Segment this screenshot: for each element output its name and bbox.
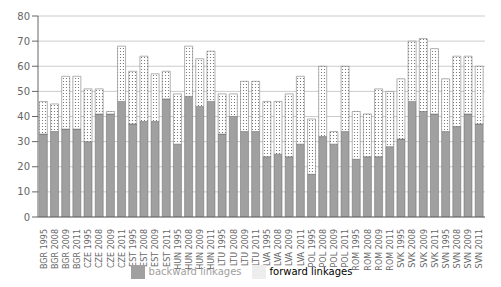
svg-text:POL 1995: POL 1995: [308, 229, 317, 267]
svg-text:30: 30: [17, 136, 30, 147]
svg-text:40: 40: [17, 111, 30, 122]
svg-text:LVA 1995: LVA 1995: [263, 229, 272, 266]
svg-text:LTU 1995: LTU 1995: [218, 229, 227, 266]
svg-text:SVN 2011: SVN 2011: [475, 229, 484, 268]
svg-text:0: 0: [24, 212, 30, 223]
svg-text:50: 50: [17, 86, 30, 97]
svg-text:70: 70: [17, 36, 30, 47]
svg-text:LVA 2011: LVA 2011: [297, 229, 306, 266]
svg-text:LTU 2011: LTU 2011: [252, 229, 261, 266]
svg-text:SVK 2011: SVK 2011: [431, 229, 440, 268]
svg-text:HUN 1995: HUN 1995: [174, 229, 183, 270]
svg-text:20: 20: [17, 161, 30, 172]
svg-text:SVK 1995: SVK 1995: [397, 229, 406, 268]
svg-text:SVN 1995: SVN 1995: [442, 229, 451, 268]
svg-text:EST 2008: EST 2008: [140, 229, 149, 267]
svg-text:80: 80: [17, 11, 30, 22]
svg-text:SVK 2009: SVK 2009: [420, 229, 429, 268]
svg-text:ROM 2009: ROM 2009: [375, 229, 384, 271]
svg-text:EST 2011: EST 2011: [163, 229, 172, 267]
svg-text:CZE 2011: CZE 2011: [118, 229, 127, 268]
svg-text:LVA 2009: LVA 2009: [285, 229, 294, 266]
svg-text:SVN 2008: SVN 2008: [453, 229, 462, 268]
svg-text:LTU 2009: LTU 2009: [241, 229, 250, 266]
svg-text:BGR 2011: BGR 2011: [73, 229, 82, 269]
html-text:backward linkages: backward linkages: [148, 266, 242, 277]
svg-text:HUN 2008: HUN 2008: [185, 229, 194, 270]
svg-text:HUN 2011: HUN 2011: [207, 229, 216, 270]
svg-text:10: 10: [17, 186, 30, 197]
svg-text:POL 2011: POL 2011: [341, 229, 350, 267]
svg-text:ROM 1995: ROM 1995: [352, 229, 361, 271]
svg-text:CZE 2009: CZE 2009: [107, 229, 116, 268]
svg-text:BGR 2009: BGR 2009: [62, 229, 71, 269]
svg-text:EST 1995: EST 1995: [129, 229, 138, 267]
svg-text:SVN 2009: SVN 2009: [464, 229, 473, 268]
svg-text:POL 2008: POL 2008: [319, 229, 328, 267]
svg-text:BGR 2008: BGR 2008: [51, 229, 60, 269]
svg-text:SVK 2008: SVK 2008: [408, 229, 417, 268]
html-text:forward linkages: forward linkages: [269, 266, 353, 277]
svg-text:POL 2009: POL 2009: [330, 229, 339, 267]
svg-text:ROM 2008: ROM 2008: [364, 229, 373, 271]
svg-text:ROM 2011: ROM 2011: [386, 229, 395, 271]
svg-text:EST 2009: EST 2009: [151, 229, 160, 267]
svg-text:60: 60: [17, 61, 30, 72]
svg-text:CZE 2008: CZE 2008: [95, 229, 104, 268]
svg-text:CZE 1995: CZE 1995: [84, 229, 93, 268]
svg-text:LTU 2008: LTU 2008: [230, 229, 239, 266]
svg-text:HUN 2009: HUN 2009: [196, 229, 205, 270]
svg-text:BGR 1995: BGR 1995: [40, 229, 49, 269]
svg-text:LVA 2008: LVA 2008: [274, 229, 283, 266]
